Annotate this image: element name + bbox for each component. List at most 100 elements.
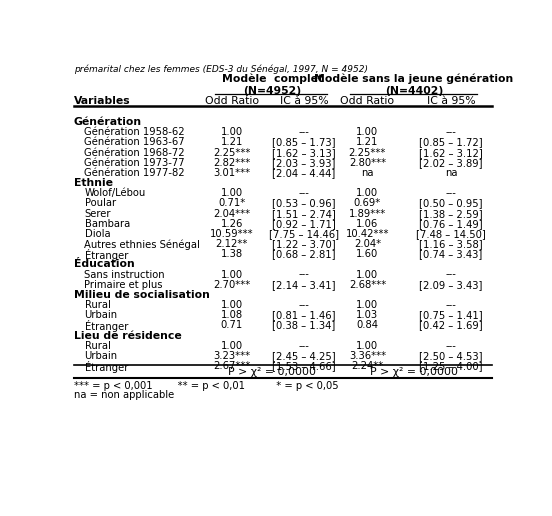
Text: ---: --- (299, 127, 309, 137)
Text: Bambara: Bambara (84, 219, 130, 229)
Text: prémarital chez les femmes (EDS-3 du Sénégal, 1997, N = 4952): prémarital chez les femmes (EDS-3 du Sén… (73, 65, 368, 74)
Text: Modèle sans la jeune génération
(N=4402): Modèle sans la jeune génération (N=4402) (314, 73, 513, 96)
Text: [7.75 – 14.46]: [7.75 – 14.46] (269, 229, 339, 239)
Text: [1.53 – 4.66]: [1.53 – 4.66] (272, 361, 336, 371)
Text: 1.00: 1.00 (356, 300, 379, 310)
Text: 2.24**: 2.24** (351, 361, 384, 371)
Text: [1.38 – 2.59]: [1.38 – 2.59] (420, 208, 483, 219)
Text: 2.04***: 2.04*** (213, 208, 250, 219)
Text: Génération 1977-82: Génération 1977-82 (84, 168, 185, 178)
Text: ---: --- (299, 300, 309, 310)
Text: [0.42 – 1.69]: [0.42 – 1.69] (420, 320, 483, 330)
Text: IC à 95%: IC à 95% (427, 96, 475, 106)
Text: [0.74 – 3.43]: [0.74 – 3.43] (420, 249, 482, 259)
Text: [2.09 – 3.43]: [2.09 – 3.43] (420, 280, 483, 290)
Text: 0.71: 0.71 (221, 320, 243, 330)
Text: Éducation: Éducation (73, 260, 134, 269)
Text: Milieu de socialisation: Milieu de socialisation (73, 290, 210, 300)
Text: 1.00: 1.00 (221, 269, 243, 280)
Text: Génération 1973-77: Génération 1973-77 (84, 158, 185, 168)
Text: 1.89***: 1.89*** (349, 208, 386, 219)
Text: 2.80***: 2.80*** (349, 158, 386, 168)
Text: Rural: Rural (84, 341, 110, 351)
Text: 1.00: 1.00 (356, 341, 379, 351)
Text: Génération 1963-67: Génération 1963-67 (84, 137, 185, 148)
Text: ---: --- (299, 188, 309, 198)
Text: [0.50 – 0.95]: [0.50 – 0.95] (420, 199, 483, 208)
Text: Modèle  complet
(N=4952): Modèle complet (N=4952) (222, 73, 323, 96)
Text: Ethnie: Ethnie (73, 178, 113, 188)
Text: Lieu de résidence: Lieu de résidence (73, 331, 182, 341)
Text: Rural: Rural (84, 300, 110, 310)
Text: ---: --- (445, 127, 457, 137)
Text: 1.00: 1.00 (356, 269, 379, 280)
Text: 1.00: 1.00 (221, 300, 243, 310)
Text: Primaire et plus: Primaire et plus (84, 280, 163, 290)
Text: 1.03: 1.03 (356, 310, 379, 320)
Text: 1.00: 1.00 (221, 341, 243, 351)
Text: Urbain: Urbain (84, 351, 118, 361)
Text: 3.01***: 3.01*** (213, 168, 250, 178)
Text: [1.22 – 3.70]: [1.22 – 3.70] (272, 239, 336, 249)
Text: [0.92 – 1.71]: [0.92 – 1.71] (272, 219, 336, 229)
Text: 2.12**: 2.12** (216, 239, 248, 249)
Text: Autres ethnies Sénégal: Autres ethnies Sénégal (84, 239, 200, 250)
Text: Sans instruction: Sans instruction (84, 269, 165, 280)
Text: Étranger: Étranger (84, 320, 128, 332)
Text: [0.76 – 1.49]: [0.76 – 1.49] (420, 219, 483, 229)
Text: [0.68 – 2.81]: [0.68 – 2.81] (272, 249, 336, 259)
Text: [1.25 – 4.00]: [1.25 – 4.00] (420, 361, 483, 371)
Text: Odd Ratio: Odd Ratio (341, 96, 395, 106)
Text: Odd Ratio: Odd Ratio (205, 96, 259, 106)
Text: [2.50 – 4.53]: [2.50 – 4.53] (420, 351, 483, 361)
Text: ---: --- (445, 341, 457, 351)
Text: 1.60: 1.60 (356, 249, 379, 259)
Text: [0.85 – 1.72]: [0.85 – 1.72] (420, 137, 483, 148)
Text: IC à 95%: IC à 95% (279, 96, 328, 106)
Text: 1.21: 1.21 (221, 137, 243, 148)
Text: 2.67***: 2.67*** (213, 361, 251, 371)
Text: [2.14 – 3.41]: [2.14 – 3.41] (272, 280, 336, 290)
Text: 1.00: 1.00 (221, 188, 243, 198)
Text: 2.70***: 2.70*** (213, 280, 251, 290)
Text: ---: --- (445, 269, 457, 280)
Text: 10.59***: 10.59*** (210, 229, 253, 239)
Text: ---: --- (445, 300, 457, 310)
Text: [2.45 – 4.25]: [2.45 – 4.25] (272, 351, 336, 361)
Text: [1.62 – 3.12]: [1.62 – 3.12] (419, 148, 483, 157)
Text: P > χ² = 0,0000: P > χ² = 0,0000 (370, 367, 458, 377)
Text: 1.38: 1.38 (221, 249, 243, 259)
Text: 3.36***: 3.36*** (349, 351, 386, 361)
Text: 2.68***: 2.68*** (349, 280, 386, 290)
Text: 2.82***: 2.82*** (213, 158, 251, 168)
Text: 1.21: 1.21 (356, 137, 379, 148)
Text: 1.00: 1.00 (221, 127, 243, 137)
Text: ---: --- (299, 341, 309, 351)
Text: P > χ² = 0,0000: P > χ² = 0,0000 (229, 367, 316, 377)
Text: na = non applicable: na = non applicable (73, 390, 174, 400)
Text: na: na (361, 168, 374, 178)
Text: Génération 1968-72: Génération 1968-72 (84, 148, 185, 157)
Text: 10.42***: 10.42*** (346, 229, 389, 239)
Text: 1.08: 1.08 (221, 310, 243, 320)
Text: [1.51 – 2.74]: [1.51 – 2.74] (272, 208, 336, 219)
Text: [2.04 – 4.44]: [2.04 – 4.44] (272, 168, 336, 178)
Text: na: na (445, 168, 457, 178)
Text: 2.25***: 2.25*** (349, 148, 386, 157)
Text: Variables: Variables (73, 96, 130, 106)
Text: [0.38 – 1.34]: [0.38 – 1.34] (272, 320, 336, 330)
Text: *** = p < 0,001        ** = p < 0,01          * = p < 0,05: *** = p < 0,001 ** = p < 0,01 * = p < 0,… (73, 381, 338, 391)
Text: Étranger: Étranger (84, 249, 128, 261)
Text: Étranger: Étranger (84, 361, 128, 373)
Text: Wolof/Lébou: Wolof/Lébou (84, 188, 146, 198)
Text: 1.00: 1.00 (356, 127, 379, 137)
Text: [0.53 – 0.96]: [0.53 – 0.96] (272, 199, 336, 208)
Text: ---: --- (299, 269, 309, 280)
Text: 0.71*: 0.71* (218, 199, 246, 208)
Text: [0.85 – 1.73]: [0.85 – 1.73] (272, 137, 336, 148)
Text: 1.06: 1.06 (356, 219, 379, 229)
Text: ---: --- (445, 188, 457, 198)
Text: Génération 1958-62: Génération 1958-62 (84, 127, 185, 137)
Text: [0.75 – 1.41]: [0.75 – 1.41] (420, 310, 483, 320)
Text: 2.04*: 2.04* (354, 239, 381, 249)
